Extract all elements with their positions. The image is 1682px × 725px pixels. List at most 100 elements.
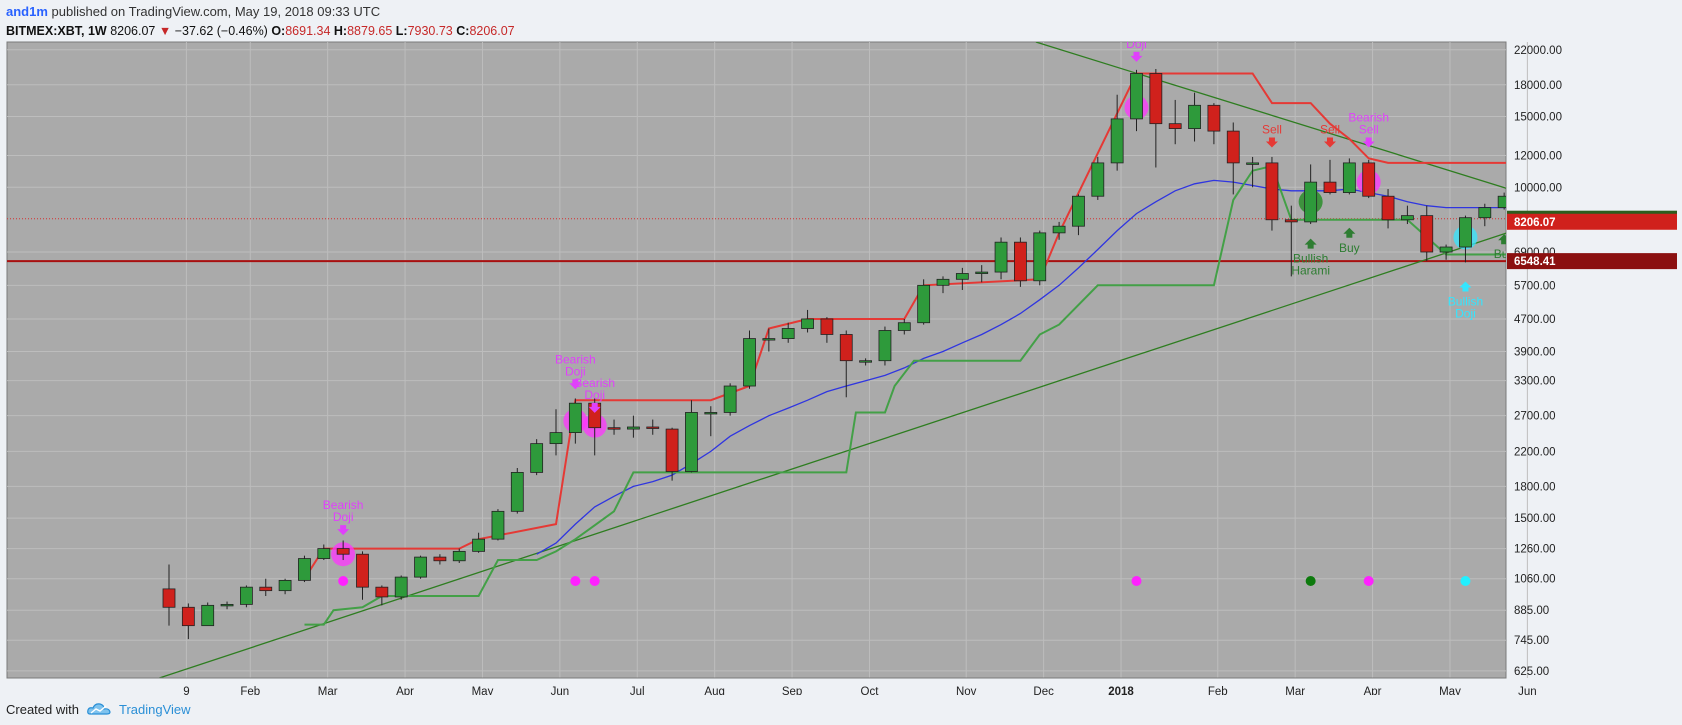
time-tick-label: May <box>472 686 494 695</box>
footer: Created with TradingView <box>6 698 191 720</box>
candle <box>878 326 892 366</box>
annotation-label: Bullish <box>1448 294 1483 308</box>
symbol-label[interactable]: BITMEX:XBT, 1W <box>6 24 107 38</box>
candle <box>607 419 621 435</box>
bullish-candle-body <box>723 385 737 413</box>
time-tick-label: Jun <box>551 686 570 695</box>
bullish-candle-body <box>394 576 408 598</box>
price-tick-label: 1800.00 <box>1514 481 1556 493</box>
candle <box>181 603 195 640</box>
candle <box>1478 203 1492 227</box>
grid-lines <box>7 42 1528 678</box>
candle <box>239 585 253 608</box>
signal-dot <box>1131 576 1142 586</box>
price-tick-label: 2700.00 <box>1514 411 1556 423</box>
price-tick-label: 3300.00 <box>1514 376 1556 388</box>
bullish-candle-body <box>955 273 969 280</box>
bearish-candle-body <box>1207 104 1221 132</box>
candle <box>685 400 698 473</box>
bullish-candle-body <box>568 402 582 434</box>
candle <box>1207 103 1221 145</box>
candle <box>549 409 563 456</box>
annotation-label: Doji <box>565 364 586 378</box>
bullish-candle-body <box>859 360 872 363</box>
bullish-candle-body <box>298 558 311 581</box>
bullish-candle-body <box>239 586 253 605</box>
bullish-candle-body <box>685 412 698 472</box>
annotation-label: Doji <box>1455 306 1476 320</box>
annotation-label: Doji <box>1126 40 1147 51</box>
candle <box>394 575 408 600</box>
annotation-label: Bearish <box>574 376 615 390</box>
candle <box>704 406 718 437</box>
arrow-down-icon <box>1362 137 1375 148</box>
time-tick-label: Oct <box>861 686 880 695</box>
annotation-label: Sell <box>1262 122 1282 136</box>
signal-annotation: Buy <box>1339 227 1360 255</box>
time-tick-label: Feb <box>240 686 260 695</box>
price-tick-label: 5700.00 <box>1514 280 1556 292</box>
signal-dot <box>338 576 349 586</box>
bearish-candle-body <box>433 556 447 562</box>
candle <box>1439 244 1453 260</box>
candle <box>220 601 234 610</box>
bullish-candle-body <box>897 322 911 331</box>
created-with-label: Created with <box>6 701 79 717</box>
candle <box>452 548 466 564</box>
bullish-candle-body <box>936 278 950 286</box>
candle <box>723 383 737 416</box>
candle <box>1014 237 1027 287</box>
candle <box>1130 69 1143 132</box>
candle <box>414 555 427 579</box>
signal-dot <box>1363 576 1374 586</box>
bullish-candle-body <box>994 241 1008 273</box>
bullish-candle-body <box>1439 246 1453 253</box>
bullish-candle-body <box>530 443 544 473</box>
bullish-candle-body <box>510 472 524 512</box>
bearish-candle-body <box>181 606 195 627</box>
bearish-candle-body <box>1362 162 1376 197</box>
arrow-down-icon <box>1130 51 1143 62</box>
tradingview-link[interactable]: TradingView <box>118 701 191 717</box>
candle <box>1149 69 1163 168</box>
publish-line: and1m published on TradingView.com, May … <box>6 2 1676 22</box>
annotation-label: Bearish <box>555 352 596 366</box>
bearish-candle-body <box>1381 195 1395 221</box>
candle <box>510 468 524 514</box>
time-tick-label: May <box>1439 686 1461 695</box>
candle <box>1362 159 1376 199</box>
candle <box>1323 159 1337 195</box>
candle <box>1459 215 1472 263</box>
signal-dot <box>1305 576 1316 586</box>
annotation-label: Bearish <box>1348 110 1389 124</box>
time-tick-label: Jun <box>1518 686 1537 695</box>
time-tick-label: 2018 <box>1108 686 1134 695</box>
bullish-candle-body <box>1401 215 1414 221</box>
bullish-candle-body <box>801 318 814 329</box>
signal-annotations: BearishDojiBearishDojiBearishDojiDojiSel… <box>323 40 1506 536</box>
candle <box>1188 92 1201 142</box>
change-down-icon: ▼ <box>158 24 172 38</box>
trend-line <box>1035 42 1506 189</box>
price-tick-label: 885.00 <box>1514 605 1549 617</box>
candle <box>375 585 389 606</box>
candle <box>1168 99 1182 145</box>
plot-area <box>6 41 1507 679</box>
price-tick-label: 4700.00 <box>1514 314 1556 326</box>
arrow-down-icon <box>1324 137 1336 148</box>
bearish-candle-body <box>1014 241 1027 282</box>
candle <box>1342 158 1356 195</box>
price-chart[interactable]: BearishDojiBearishDojiBearishDojiDojiSel… <box>0 40 1682 695</box>
bullish-candle-body <box>414 556 427 578</box>
bullish-candle-body <box>220 603 234 607</box>
author-link[interactable]: and1m <box>6 4 48 19</box>
close-label: C: <box>456 24 470 38</box>
annotation-label: Sell <box>1359 122 1379 136</box>
signal-dot <box>589 576 600 586</box>
annotation-label: Bullish <box>1293 252 1328 266</box>
annotation-label: Sell <box>1320 122 1340 136</box>
price-tick-label: 3900.00 <box>1514 347 1556 359</box>
